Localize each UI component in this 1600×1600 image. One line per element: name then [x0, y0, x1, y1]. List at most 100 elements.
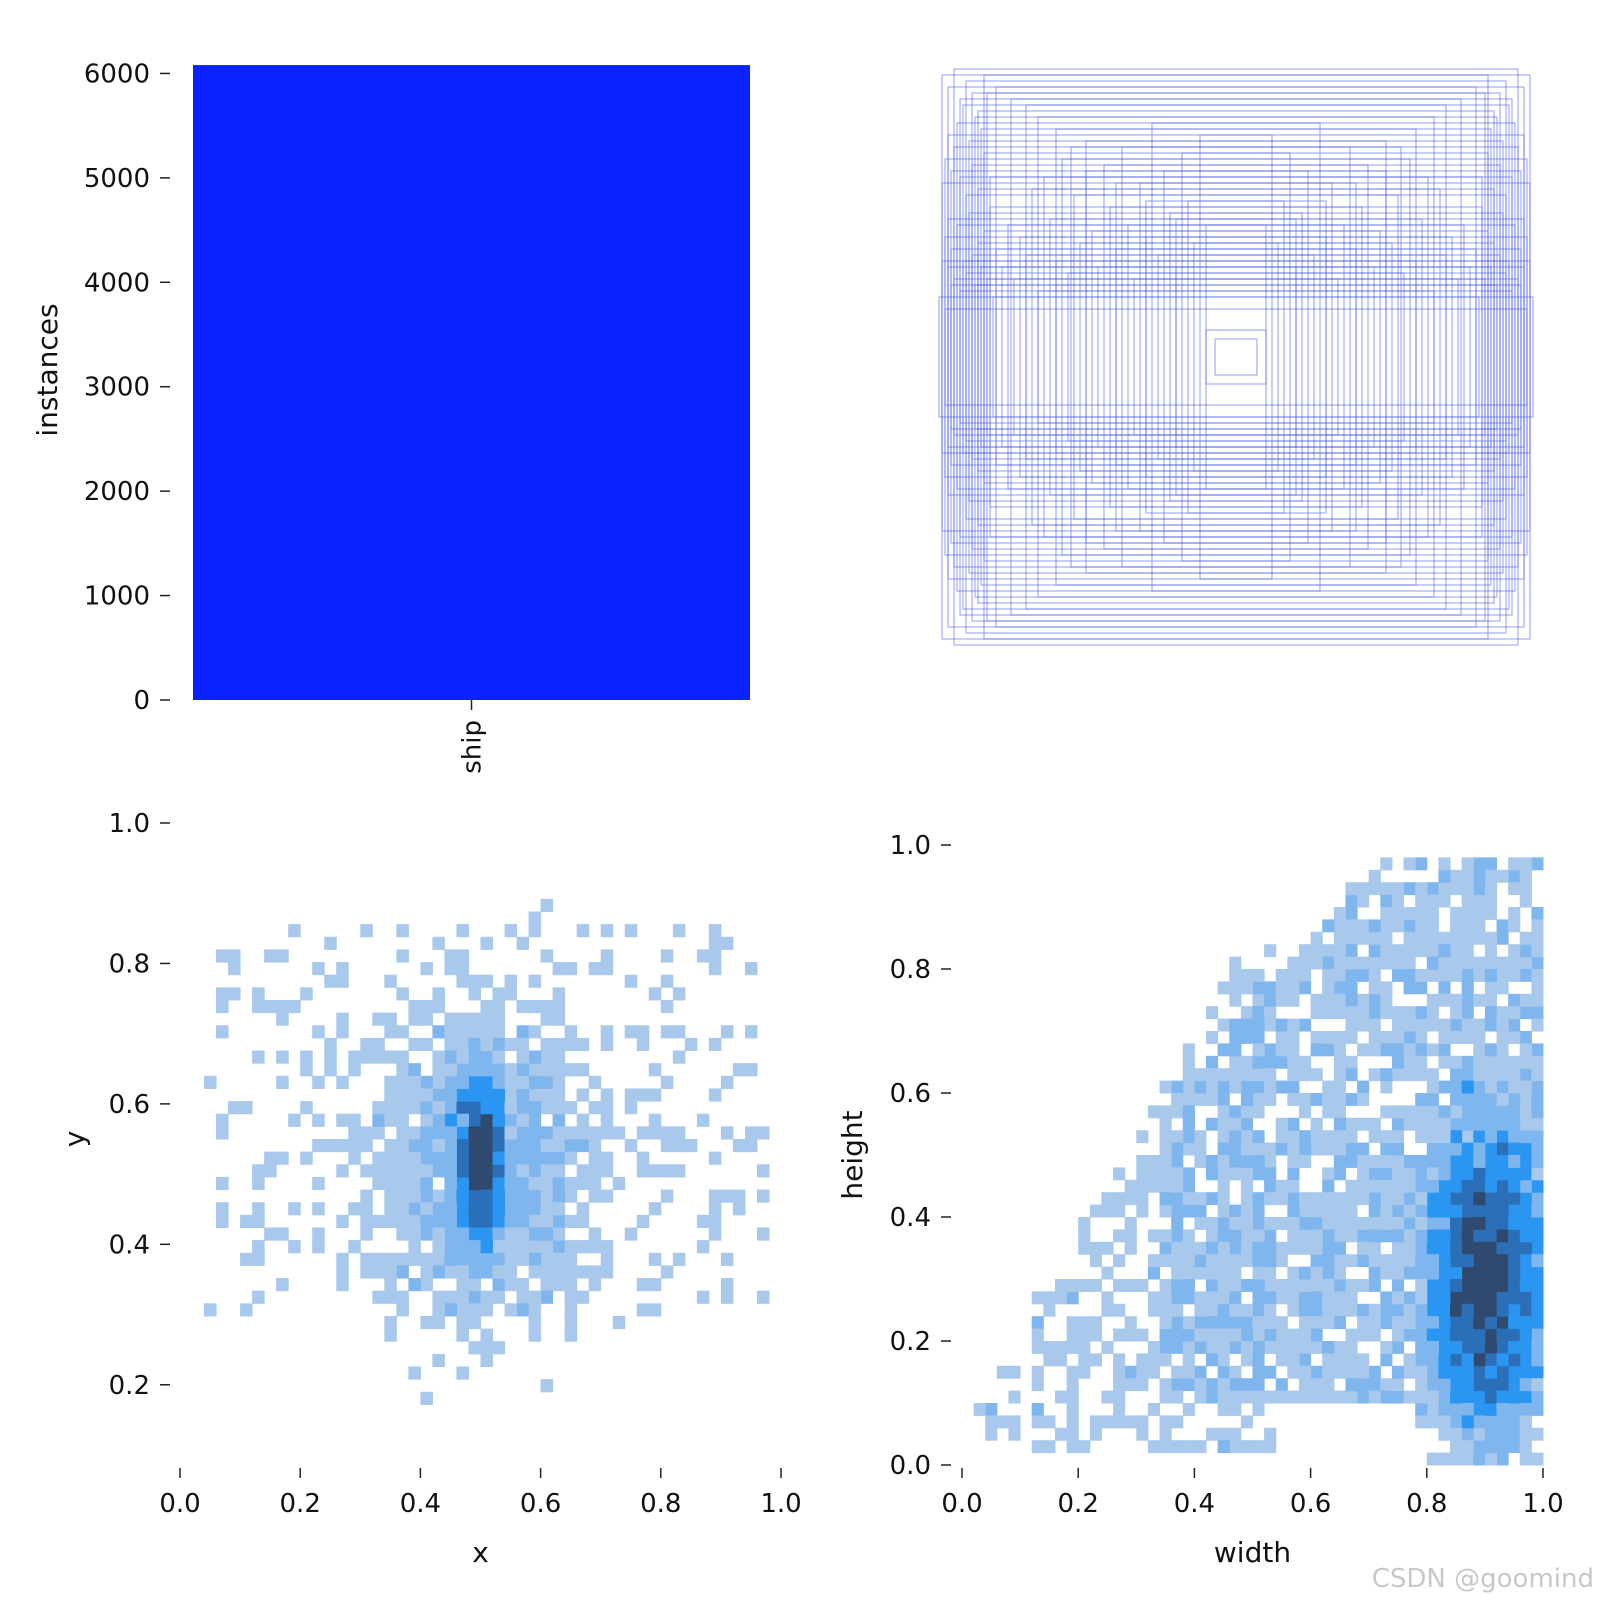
- histogram-cell: [1426, 993, 1439, 1007]
- histogram-cell: [588, 1189, 602, 1203]
- histogram-cell: [492, 1050, 506, 1064]
- histogram-cell: [1194, 1440, 1207, 1454]
- histogram-cell: [1368, 1254, 1381, 1268]
- histogram-cell: [1368, 1266, 1381, 1280]
- y-tick-label: 1.0: [890, 831, 931, 861]
- histogram-cell: [480, 1075, 494, 1089]
- histogram-cell: [384, 1113, 397, 1127]
- histogram-cell: [1345, 1068, 1358, 1082]
- histogram-cell: [540, 1075, 554, 1089]
- histogram-cell: [1531, 1179, 1544, 1193]
- histogram-cell: [408, 1176, 421, 1191]
- histogram-cell: [1287, 1279, 1300, 1292]
- histogram-cell: [528, 1151, 542, 1165]
- histogram-cell: [552, 1252, 566, 1266]
- bounding-box: [1085, 170, 1387, 544]
- histogram-cell: [1415, 981, 1428, 995]
- histogram-cell: [1391, 1390, 1405, 1404]
- histogram-cell: [552, 1278, 566, 1292]
- histogram-cell: [1368, 1018, 1381, 1032]
- histogram-cell: [1298, 1390, 1312, 1404]
- histogram-cell: [720, 1126, 734, 1140]
- histogram-cell: [552, 1265, 566, 1279]
- histogram-cell: [1450, 1155, 1463, 1168]
- histogram-cell: [1508, 944, 1521, 958]
- histogram-cell: [456, 1164, 469, 1178]
- histogram-cell: [1508, 1254, 1521, 1268]
- histogram-cell: [1345, 1341, 1358, 1354]
- histogram-cell: [660, 1139, 674, 1153]
- histogram-cell: [1391, 1018, 1405, 1032]
- histogram-cell: [396, 1164, 409, 1178]
- histogram-cell: [1206, 1378, 1219, 1392]
- histogram-cell: [1217, 1167, 1230, 1181]
- histogram-cell: [1426, 1365, 1439, 1379]
- histogram-cell: [1136, 1279, 1149, 1292]
- histogram-cell: [480, 1126, 494, 1140]
- y-tick-label: 0.4: [890, 1203, 931, 1233]
- histogram-cell: [1171, 1217, 1184, 1230]
- histogram-cell: [324, 1050, 337, 1064]
- histogram-cell: [1380, 1303, 1393, 1317]
- histogram-cell: [1531, 1303, 1544, 1317]
- histogram-cell: [1473, 1378, 1486, 1392]
- histogram-cell: [1519, 1254, 1532, 1268]
- histogram-cell: [1461, 1142, 1474, 1156]
- histogram-cell: [1403, 882, 1416, 896]
- histogram-cell: [432, 1315, 445, 1330]
- histogram-cell: [1391, 969, 1405, 982]
- histogram-cell: [264, 1164, 277, 1178]
- histogram-cell: [456, 1214, 469, 1228]
- y-tick-label: 0.2: [890, 1327, 931, 1357]
- histogram-cell: [1484, 1068, 1498, 1082]
- histogram-cell: [216, 999, 229, 1014]
- histogram-cell: [720, 1025, 734, 1039]
- histogram-cell: [528, 1202, 542, 1216]
- histogram-cell: [288, 1240, 301, 1254]
- histogram-cell: [756, 1164, 770, 1178]
- histogram-cell: [420, 1164, 433, 1178]
- y-tick-label: 0.0: [890, 1451, 931, 1481]
- histogram-cell: [1403, 1031, 1416, 1044]
- histogram-cell: [1229, 1055, 1242, 1069]
- histogram-cell: [1275, 1341, 1288, 1354]
- histogram-cell: [1380, 857, 1393, 871]
- x-tick-label: 0.6: [520, 1489, 561, 1519]
- histogram-cell: [1333, 1117, 1346, 1131]
- histogram-cell: [1089, 1427, 1102, 1441]
- histogram-cell: [300, 1101, 313, 1115]
- histogram-cell: [1252, 1155, 1265, 1168]
- histogram-cell: [1217, 1254, 1230, 1268]
- histogram-cell: [1484, 1105, 1498, 1119]
- histogram-cell: [552, 1063, 566, 1077]
- histogram-cell: [1461, 907, 1474, 920]
- x-axis-label: x: [472, 1536, 489, 1569]
- histogram-cell: [1438, 1179, 1451, 1193]
- histogram-cell: [1403, 907, 1416, 920]
- histogram-cell: [1357, 919, 1370, 933]
- histogram-cell: [1066, 1378, 1079, 1392]
- histogram-cell: [720, 936, 734, 950]
- histogram-cell: [1345, 1192, 1358, 1206]
- histogram-cell: [1182, 1142, 1195, 1156]
- histogram-cell: [1298, 1068, 1312, 1082]
- histogram-cell: [480, 1290, 494, 1304]
- histogram-cell: [744, 1139, 758, 1153]
- histogram-cell: [528, 1240, 542, 1254]
- bounding-box: [965, 194, 1507, 520]
- histogram-cell: [372, 1176, 385, 1191]
- histogram-cell: [1368, 956, 1381, 970]
- histogram-cell: [1345, 1055, 1358, 1069]
- histogram-cell: [1473, 894, 1486, 908]
- histogram-cell: [1368, 1229, 1381, 1243]
- histogram-cell: [480, 1303, 494, 1317]
- histogram-cell: [396, 1227, 409, 1241]
- histogram-cell: [492, 1025, 506, 1039]
- histogram-cell: [1473, 1130, 1486, 1144]
- histogram-cell: [1008, 1390, 1021, 1404]
- histogram-cell: [1461, 1117, 1474, 1131]
- histogram-cell: [1322, 956, 1335, 970]
- histogram-cell: [1171, 1204, 1184, 1218]
- histogram-cell: [468, 987, 481, 1001]
- histogram-cell: [1403, 1105, 1416, 1119]
